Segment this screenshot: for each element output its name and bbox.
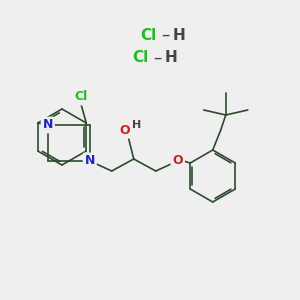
Text: N: N <box>43 118 53 131</box>
Text: O: O <box>172 154 183 167</box>
Text: H: H <box>172 28 185 43</box>
Text: Cl: Cl <box>140 28 156 43</box>
Text: Cl: Cl <box>132 50 148 65</box>
Text: H: H <box>165 50 177 65</box>
Text: –: – <box>161 26 169 44</box>
Text: N: N <box>85 154 95 167</box>
Text: H: H <box>132 120 141 130</box>
Text: Cl: Cl <box>75 91 88 103</box>
Text: –: – <box>153 49 161 67</box>
Text: O: O <box>119 124 130 136</box>
